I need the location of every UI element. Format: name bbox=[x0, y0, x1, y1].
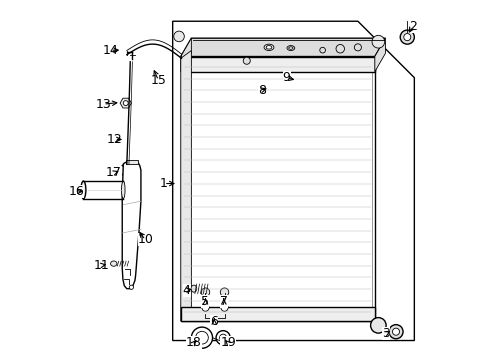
Text: 13: 13 bbox=[95, 98, 111, 111]
Bar bbox=[184, 61, 372, 318]
Ellipse shape bbox=[191, 285, 196, 292]
Text: 2: 2 bbox=[409, 20, 416, 33]
Ellipse shape bbox=[289, 47, 293, 49]
Ellipse shape bbox=[266, 46, 272, 49]
Circle shape bbox=[404, 33, 411, 41]
Circle shape bbox=[202, 304, 209, 311]
Text: 4: 4 bbox=[183, 284, 191, 297]
Polygon shape bbox=[181, 57, 375, 72]
Text: 12: 12 bbox=[107, 133, 122, 146]
Circle shape bbox=[354, 44, 362, 51]
Circle shape bbox=[370, 318, 386, 333]
Circle shape bbox=[389, 325, 403, 339]
Circle shape bbox=[243, 57, 250, 64]
Text: 15: 15 bbox=[150, 74, 167, 87]
Text: 7: 7 bbox=[220, 295, 228, 308]
Text: 19: 19 bbox=[220, 337, 236, 350]
Circle shape bbox=[221, 304, 228, 311]
Text: 17: 17 bbox=[106, 166, 122, 179]
Text: 18: 18 bbox=[186, 337, 202, 350]
Circle shape bbox=[372, 35, 385, 48]
Circle shape bbox=[320, 48, 325, 53]
Text: 3: 3 bbox=[382, 327, 390, 340]
Bar bbox=[126, 160, 139, 164]
Ellipse shape bbox=[287, 46, 295, 50]
Text: 1: 1 bbox=[160, 177, 168, 190]
Text: 16: 16 bbox=[69, 185, 84, 198]
Polygon shape bbox=[375, 38, 386, 72]
Circle shape bbox=[336, 45, 344, 53]
Text: 10: 10 bbox=[138, 234, 153, 247]
Polygon shape bbox=[181, 38, 386, 57]
Circle shape bbox=[220, 334, 227, 341]
Circle shape bbox=[121, 164, 133, 176]
Text: 5: 5 bbox=[201, 295, 210, 308]
Circle shape bbox=[216, 330, 230, 345]
Ellipse shape bbox=[111, 261, 117, 266]
Circle shape bbox=[123, 100, 128, 105]
Ellipse shape bbox=[122, 181, 125, 199]
Text: 11: 11 bbox=[93, 259, 109, 272]
Polygon shape bbox=[181, 38, 192, 72]
Circle shape bbox=[192, 327, 213, 348]
Polygon shape bbox=[181, 50, 192, 321]
Circle shape bbox=[196, 331, 208, 344]
Circle shape bbox=[201, 288, 210, 296]
Polygon shape bbox=[122, 162, 141, 289]
Ellipse shape bbox=[81, 181, 86, 199]
Text: 9: 9 bbox=[283, 71, 291, 84]
Circle shape bbox=[174, 31, 184, 42]
Circle shape bbox=[123, 167, 130, 174]
Polygon shape bbox=[181, 58, 375, 321]
Circle shape bbox=[400, 30, 415, 44]
Text: 14: 14 bbox=[102, 44, 118, 57]
Circle shape bbox=[220, 288, 229, 296]
Text: 8: 8 bbox=[258, 84, 266, 96]
Circle shape bbox=[129, 285, 133, 289]
Circle shape bbox=[392, 328, 399, 335]
Text: 6: 6 bbox=[210, 315, 218, 328]
Ellipse shape bbox=[264, 44, 274, 50]
Polygon shape bbox=[181, 307, 375, 321]
